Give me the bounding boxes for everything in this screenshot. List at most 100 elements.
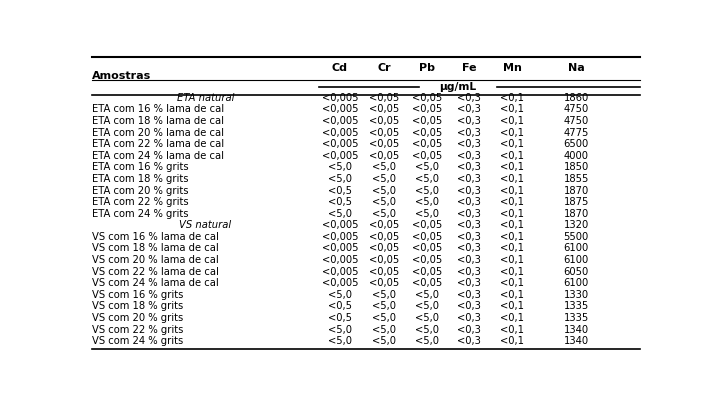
- Text: <0,05: <0,05: [369, 278, 399, 288]
- Text: <0,1: <0,1: [500, 325, 524, 335]
- Text: Na: Na: [568, 63, 585, 73]
- Text: <0,05: <0,05: [412, 278, 442, 288]
- Text: ETA com 24 % lama de cal: ETA com 24 % lama de cal: [92, 151, 224, 161]
- Text: <0,1: <0,1: [500, 197, 524, 207]
- Text: <0,005: <0,005: [322, 151, 358, 161]
- Text: <0,005: <0,005: [322, 267, 358, 277]
- Text: <0,05: <0,05: [412, 267, 442, 277]
- Text: <0,3: <0,3: [458, 105, 481, 114]
- Text: VS com 18 % lama de cal: VS com 18 % lama de cal: [92, 244, 218, 253]
- Text: <0,3: <0,3: [458, 278, 481, 288]
- Text: <5,0: <5,0: [372, 325, 396, 335]
- Text: <0,05: <0,05: [412, 105, 442, 114]
- Text: <0,05: <0,05: [369, 255, 399, 265]
- Text: <0,3: <0,3: [458, 151, 481, 161]
- Text: 5500: 5500: [563, 232, 589, 242]
- Text: 1855: 1855: [563, 174, 589, 184]
- Text: <0,5: <0,5: [328, 197, 352, 207]
- Text: <0,05: <0,05: [412, 244, 442, 253]
- Text: <0,05: <0,05: [412, 232, 442, 242]
- Text: <0,1: <0,1: [500, 139, 524, 149]
- Text: <0,05: <0,05: [369, 139, 399, 149]
- Text: <0,05: <0,05: [412, 220, 442, 230]
- Text: Amostras: Amostras: [92, 71, 151, 81]
- Text: VS com 24 % lama de cal: VS com 24 % lama de cal: [92, 278, 218, 288]
- Text: <0,1: <0,1: [500, 255, 524, 265]
- Text: <5,0: <5,0: [372, 186, 396, 196]
- Text: <5,0: <5,0: [328, 290, 352, 300]
- Text: <0,3: <0,3: [458, 244, 481, 253]
- Text: ETA com 16 % grits: ETA com 16 % grits: [92, 162, 188, 172]
- Text: VS com 16 % grits: VS com 16 % grits: [92, 290, 183, 300]
- Text: ETA com 22 % lama de cal: ETA com 22 % lama de cal: [92, 139, 224, 149]
- Text: 6100: 6100: [563, 255, 589, 265]
- Text: <5,0: <5,0: [328, 174, 352, 184]
- Text: <5,0: <5,0: [372, 313, 396, 323]
- Text: ETA com 16 % lama de cal: ETA com 16 % lama de cal: [92, 105, 224, 114]
- Text: 1860: 1860: [563, 93, 589, 103]
- Text: <0,3: <0,3: [458, 313, 481, 323]
- Text: <0,005: <0,005: [322, 105, 358, 114]
- Text: 6100: 6100: [563, 278, 589, 288]
- Text: <0,005: <0,005: [322, 128, 358, 137]
- Text: VS com 16 % lama de cal: VS com 16 % lama de cal: [92, 232, 219, 242]
- Text: μg/mL: μg/mL: [440, 82, 477, 92]
- Text: <0,005: <0,005: [322, 255, 358, 265]
- Text: <0,3: <0,3: [458, 255, 481, 265]
- Text: Pb: Pb: [419, 63, 435, 73]
- Text: <0,005: <0,005: [322, 278, 358, 288]
- Text: 1330: 1330: [563, 290, 589, 300]
- Text: <0,005: <0,005: [322, 93, 358, 103]
- Text: 6050: 6050: [563, 267, 589, 277]
- Text: Cd: Cd: [332, 63, 348, 73]
- Text: <0,1: <0,1: [500, 290, 524, 300]
- Text: 4775: 4775: [563, 128, 589, 137]
- Text: <5,0: <5,0: [415, 162, 439, 172]
- Text: <0,05: <0,05: [412, 139, 442, 149]
- Text: <0,1: <0,1: [500, 267, 524, 277]
- Text: <0,3: <0,3: [458, 325, 481, 335]
- Text: <5,0: <5,0: [415, 197, 439, 207]
- Text: <5,0: <5,0: [415, 301, 439, 311]
- Text: <5,0: <5,0: [328, 336, 352, 346]
- Text: 6100: 6100: [563, 244, 589, 253]
- Text: <0,05: <0,05: [369, 220, 399, 230]
- Text: <0,1: <0,1: [500, 232, 524, 242]
- Text: <0,1: <0,1: [500, 244, 524, 253]
- Text: ETA com 20 % lama de cal: ETA com 20 % lama de cal: [92, 128, 224, 137]
- Text: <0,05: <0,05: [412, 93, 442, 103]
- Text: <0,1: <0,1: [500, 93, 524, 103]
- Text: <0,005: <0,005: [322, 244, 358, 253]
- Text: 1870: 1870: [563, 186, 589, 196]
- Text: <0,3: <0,3: [458, 186, 481, 196]
- Text: <0,05: <0,05: [369, 116, 399, 126]
- Text: <5,0: <5,0: [372, 336, 396, 346]
- Text: <5,0: <5,0: [415, 186, 439, 196]
- Text: <0,05: <0,05: [369, 93, 399, 103]
- Text: <5,0: <5,0: [372, 301, 396, 311]
- Text: <5,0: <5,0: [415, 174, 439, 184]
- Text: <0,3: <0,3: [458, 267, 481, 277]
- Text: <0,3: <0,3: [458, 174, 481, 184]
- Text: <0,1: <0,1: [500, 105, 524, 114]
- Text: <0,3: <0,3: [458, 220, 481, 230]
- Text: <0,1: <0,1: [500, 336, 524, 346]
- Text: <0,1: <0,1: [500, 209, 524, 219]
- Text: <0,005: <0,005: [322, 139, 358, 149]
- Text: ETA natural: ETA natural: [177, 93, 234, 103]
- Text: VS com 20 % lama de cal: VS com 20 % lama de cal: [92, 255, 218, 265]
- Text: <0,05: <0,05: [369, 232, 399, 242]
- Text: Cr: Cr: [378, 63, 391, 73]
- Text: VS natural: VS natural: [179, 220, 231, 230]
- Text: <5,0: <5,0: [372, 290, 396, 300]
- Text: <0,3: <0,3: [458, 128, 481, 137]
- Text: 4000: 4000: [563, 151, 589, 161]
- Text: 1340: 1340: [563, 336, 589, 346]
- Text: <0,3: <0,3: [458, 197, 481, 207]
- Text: <5,0: <5,0: [372, 209, 396, 219]
- Text: <5,0: <5,0: [415, 336, 439, 346]
- Text: 1335: 1335: [563, 301, 589, 311]
- Text: VS com 18 % grits: VS com 18 % grits: [92, 301, 183, 311]
- Text: <5,0: <5,0: [372, 174, 396, 184]
- Text: <0,05: <0,05: [412, 151, 442, 161]
